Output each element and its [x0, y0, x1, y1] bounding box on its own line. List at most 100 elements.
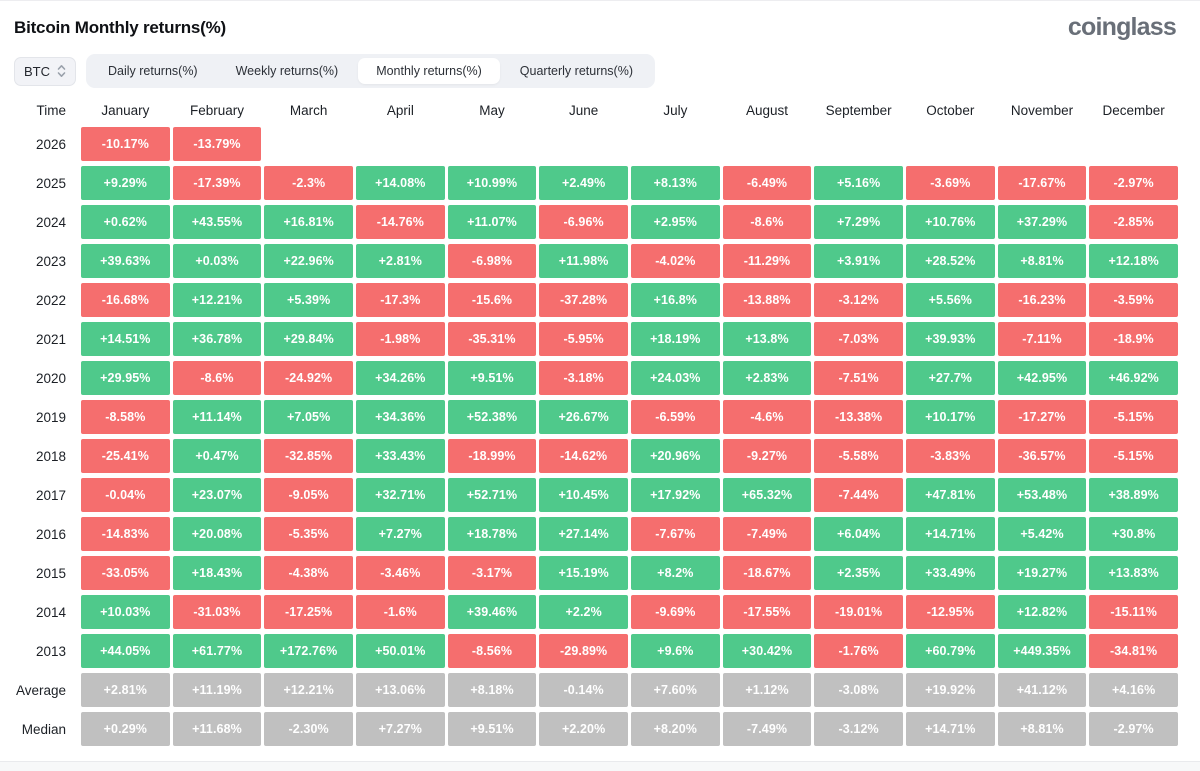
row-label-2019: 2019: [35, 409, 66, 425]
row-label-2025: 2025: [35, 175, 66, 191]
return-cell: +23.07%: [172, 478, 262, 512]
return-cell: +5.56%: [905, 283, 995, 317]
return-cell: +30.8%: [1089, 517, 1178, 551]
return-cell: +32.71%: [355, 478, 445, 512]
return-cell: -7.44%: [814, 478, 903, 512]
return-cell: -3.08%: [814, 673, 903, 707]
return-cell: -17.25%: [264, 595, 353, 629]
column-header-november: November: [1010, 102, 1074, 118]
return-cell: -4.02%: [630, 244, 720, 278]
return-cell: +13.8%: [722, 322, 812, 356]
return-cell: [998, 127, 1087, 161]
return-cell: -8.56%: [447, 634, 537, 668]
row-label-average: Average: [15, 682, 66, 698]
return-cell: -5.35%: [264, 517, 353, 551]
return-cell: +43.55%: [172, 205, 262, 239]
return-cell: -14.83%: [81, 517, 170, 551]
return-cell: -3.18%: [539, 361, 628, 395]
return-cell: +29.84%: [264, 322, 353, 356]
return-cell: -9.69%: [630, 595, 720, 629]
return-cell: +5.42%: [997, 517, 1087, 551]
return-cell: +449.35%: [997, 634, 1087, 668]
tab-daily[interactable]: Daily returns(%): [108, 64, 198, 78]
return-cell: +7.27%: [355, 712, 445, 746]
return-cell: +172.76%: [264, 634, 353, 668]
return-cell: -11.29%: [722, 244, 812, 278]
return-cell: +27.7%: [905, 361, 995, 395]
row-label-2016: 2016: [35, 526, 66, 542]
column-header-september: September: [825, 102, 892, 118]
tab-quarterly[interactable]: Quarterly returns(%): [519, 64, 634, 78]
return-cell: +9.6%: [630, 634, 720, 668]
return-cell: -19.01%: [814, 595, 903, 629]
return-cell: -4.38%: [264, 556, 353, 590]
return-cell: [356, 127, 445, 161]
column-header-october: October: [926, 102, 975, 118]
return-cell: -17.67%: [997, 166, 1087, 200]
return-cell: -1.76%: [814, 634, 903, 668]
return-cell: +39.46%: [447, 595, 537, 629]
return-cell: +9.51%: [447, 361, 537, 395]
return-cell: +38.89%: [1089, 478, 1178, 512]
return-cell: -5.15%: [1089, 400, 1178, 434]
return-cell: -17.27%: [997, 400, 1087, 434]
column-header-december: December: [1102, 102, 1165, 118]
return-cell: -32.85%: [264, 439, 353, 473]
return-cell: +53.48%: [997, 478, 1087, 512]
return-cell: +9.51%: [447, 712, 537, 746]
return-cell: +34.36%: [355, 400, 445, 434]
return-cell: -7.49%: [722, 517, 812, 551]
return-cell: +7.27%: [355, 517, 445, 551]
return-cell: -10.17%: [81, 127, 170, 161]
return-cell: +10.99%: [447, 166, 537, 200]
return-cell: +12.21%: [264, 673, 353, 707]
symbol-select[interactable]: BTC: [14, 56, 76, 86]
return-cell: +29.95%: [81, 361, 170, 395]
return-cell: -13.88%: [722, 283, 812, 317]
return-cell: +11.98%: [539, 244, 628, 278]
return-cell: -8.58%: [81, 400, 170, 434]
tab-weekly[interactable]: Weekly returns(%): [235, 64, 339, 78]
return-cell: -9.27%: [722, 439, 812, 473]
return-cell: +16.8%: [630, 283, 720, 317]
column-header-time: Time: [36, 102, 67, 118]
row-label-2013: 2013: [35, 643, 66, 659]
return-cell: -6.96%: [539, 205, 628, 239]
footer-spacer: [0, 746, 1200, 761]
return-cell: +65.32%: [722, 478, 812, 512]
row-label-2017: 2017: [35, 487, 66, 503]
return-cell: -3.12%: [814, 712, 903, 746]
return-cell: +17.92%: [630, 478, 720, 512]
return-cell: [264, 127, 353, 161]
return-cell: -2.97%: [1089, 166, 1178, 200]
return-cell: -4.6%: [722, 400, 812, 434]
return-cell: +12.21%: [172, 283, 262, 317]
return-cell: +0.62%: [81, 205, 170, 239]
return-cell: +10.76%: [905, 205, 995, 239]
return-cell: +2.2%: [539, 595, 628, 629]
return-cell: +10.03%: [81, 595, 170, 629]
return-cell: -18.9%: [1089, 322, 1178, 356]
column-header-february: February: [189, 102, 244, 118]
row-label-2020: 2020: [35, 370, 66, 386]
return-cell: +2.49%: [539, 166, 628, 200]
return-cell: +5.16%: [814, 166, 903, 200]
return-cell: +24.03%: [630, 361, 720, 395]
column-header-may: May: [479, 102, 505, 118]
return-cell: -3.17%: [447, 556, 537, 590]
returns-table: Time January February March April May June July…: [0, 88, 1200, 746]
return-cell: [1089, 127, 1178, 161]
return-cell: +18.43%: [172, 556, 262, 590]
return-cell: +16.81%: [264, 205, 353, 239]
return-cell: -3.59%: [1089, 283, 1178, 317]
tab-monthly[interactable]: Monthly returns(%): [358, 58, 500, 84]
return-cell: -7.49%: [722, 712, 812, 746]
column-header-march: March: [289, 102, 328, 118]
return-cell: +44.05%: [81, 634, 170, 668]
return-cell: [448, 127, 537, 161]
return-cell: +14.71%: [905, 517, 995, 551]
return-cell: +8.2%: [630, 556, 720, 590]
return-cell: [631, 127, 720, 161]
returns-grid: Time January February March April May June July…: [14, 98, 1178, 746]
row-label-2023: 2023: [35, 253, 66, 269]
